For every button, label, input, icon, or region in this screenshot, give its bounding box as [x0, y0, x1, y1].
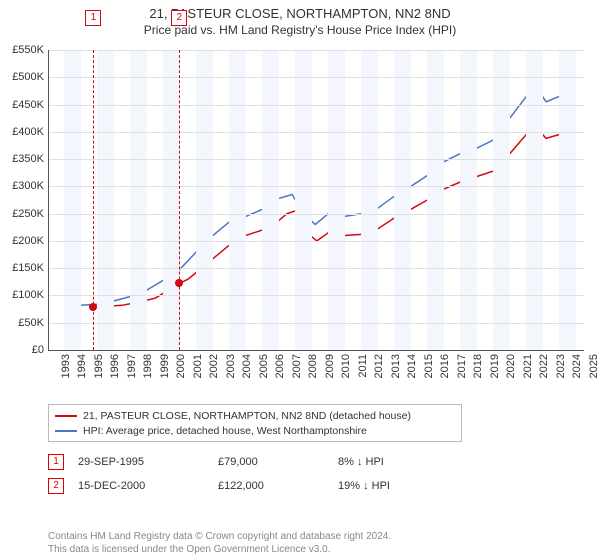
x-tick-label: 2009 — [324, 354, 336, 378]
legend-label: 21, PASTEUR CLOSE, NORTHAMPTON, NN2 8ND … — [83, 410, 411, 422]
y-tick-label: £100K — [12, 289, 44, 301]
x-tick-label: 2004 — [242, 354, 254, 378]
x-tick-label: 2022 — [539, 354, 551, 378]
chart-container: 21, PASTEUR CLOSE, NORTHAMPTON, NN2 8ND … — [0, 0, 600, 560]
sale-date: 29-SEP-1995 — [78, 456, 218, 468]
x-tick-label: 2002 — [209, 354, 221, 378]
y-tick-label: £350K — [12, 153, 44, 165]
sale-number-box: 1 — [48, 454, 64, 470]
y-tick-label: £0 — [32, 344, 44, 356]
x-tick-label: 2010 — [341, 354, 353, 378]
x-tick-label: 2025 — [588, 354, 600, 378]
x-tick-label: 2001 — [192, 354, 204, 378]
y-tick-label: £150K — [12, 262, 44, 274]
legend-box: 21, PASTEUR CLOSE, NORTHAMPTON, NN2 8ND … — [48, 404, 462, 442]
x-tick-label: 2005 — [258, 354, 270, 378]
sale-delta: 8% ↓ HPI — [338, 456, 384, 468]
x-tick-label: 1998 — [143, 354, 155, 378]
sale-detail-row: 1 29-SEP-1995£79,0008% ↓ HPI — [48, 454, 590, 470]
sale-detail-row: 2 15-DEC-2000£122,00019% ↓ HPI — [48, 478, 590, 494]
x-tick-label: 2007 — [291, 354, 303, 378]
footer-line-2: This data is licensed under the Open Gov… — [48, 544, 590, 557]
y-tick-label: £50K — [18, 317, 44, 329]
legend-row: HPI: Average price, detached house, West… — [55, 423, 455, 438]
x-tick-label: 2006 — [275, 354, 287, 378]
legend-swatch — [55, 430, 77, 432]
legend-label: HPI: Average price, detached house, West… — [83, 425, 367, 437]
footer-line-1: Contains HM Land Registry data © Crown c… — [48, 531, 590, 544]
y-tick-label: £400K — [12, 126, 44, 138]
y-tick-label: £300K — [12, 180, 44, 192]
sale-price: £122,000 — [218, 480, 338, 492]
x-tick-label: 2017 — [456, 354, 468, 378]
y-tick-label: £500K — [12, 71, 44, 83]
x-tick-label: 2024 — [571, 354, 583, 378]
plot-area: £0£50K£100K£150K£200K£250K£300K£350K£400… — [48, 50, 584, 350]
x-tick-label: 2016 — [440, 354, 452, 378]
x-tick-label: 2015 — [423, 354, 435, 378]
x-tick-label: 2013 — [390, 354, 402, 378]
sale-dot — [89, 303, 97, 311]
sale-marker-box: 1 — [85, 10, 101, 26]
y-tick-label: £250K — [12, 208, 44, 220]
y-tick-label: £200K — [12, 235, 44, 247]
sale-marker-box: 2 — [171, 10, 187, 26]
x-tick-label: 1997 — [126, 354, 138, 378]
sale-price: £79,000 — [218, 456, 338, 468]
x-tick-label: 1995 — [93, 354, 105, 378]
x-tick-label: 2019 — [489, 354, 501, 378]
x-tick-label: 2018 — [473, 354, 485, 378]
y-tick-label: £450K — [12, 99, 44, 111]
x-tick-label: 1993 — [60, 354, 72, 378]
footer-attribution: Contains HM Land Registry data © Crown c… — [48, 531, 590, 556]
x-tick-label: 2000 — [176, 354, 188, 378]
x-tick-label: 2012 — [374, 354, 386, 378]
sale-dot — [175, 279, 183, 287]
x-tick-label: 1996 — [110, 354, 122, 378]
sale-date: 15-DEC-2000 — [78, 480, 218, 492]
x-tick-label: 1999 — [159, 354, 171, 378]
x-tick-label: 1994 — [77, 354, 89, 378]
legend-row: 21, PASTEUR CLOSE, NORTHAMPTON, NN2 8ND … — [55, 408, 455, 423]
sale-delta: 19% ↓ HPI — [338, 480, 390, 492]
x-tick-label: 2021 — [522, 354, 534, 378]
x-tick-label: 2020 — [506, 354, 518, 378]
x-tick-label: 2023 — [555, 354, 567, 378]
legend-swatch — [55, 415, 77, 417]
sale-number-box: 2 — [48, 478, 64, 494]
y-tick-label: £550K — [12, 44, 44, 56]
x-tick-label: 2008 — [308, 354, 320, 378]
x-tick-label: 2003 — [225, 354, 237, 378]
x-tick-label: 2011 — [357, 354, 369, 378]
x-tick-label: 2014 — [407, 354, 419, 378]
